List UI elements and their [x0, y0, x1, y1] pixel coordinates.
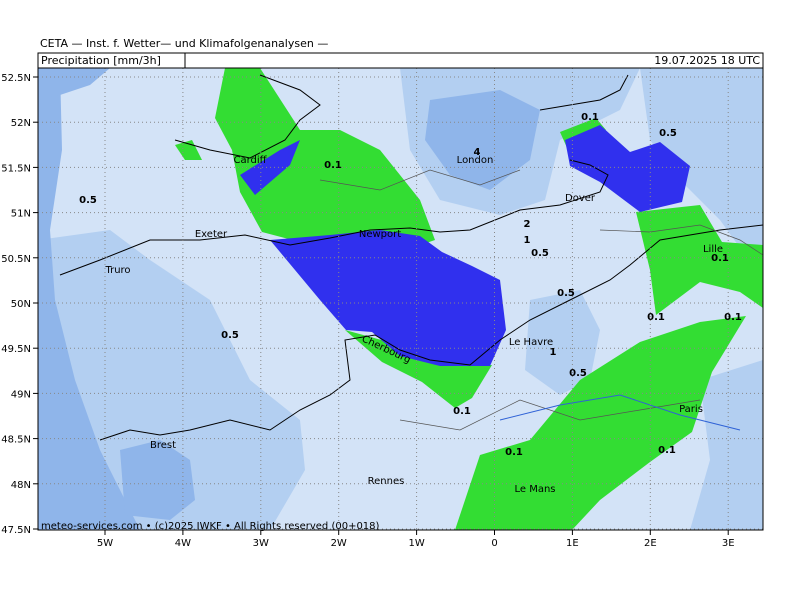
shade-region [525, 290, 600, 395]
precip-field [38, 68, 763, 530]
lon-label: 3E [722, 538, 735, 549]
contour-label: 4 [474, 147, 481, 158]
place-name: Brest [150, 440, 176, 451]
contour-label: 0.5 [79, 195, 97, 206]
precip-green [345, 330, 492, 408]
map-labels: 52.5N 52N 51.5N 51N 50.5N 50N 49.5N 49N 48.5N 48N… [1, 73, 742, 549]
contour-label: 0.1 [581, 112, 599, 123]
lon-label: 2W [331, 538, 347, 549]
place-name: Le Havre [509, 337, 553, 348]
precip-green [455, 316, 746, 530]
contour-label: 0.1 [724, 312, 742, 323]
field-name: Precipitation [mm/3h] [41, 54, 161, 67]
contour-label: 0.1 [711, 253, 729, 264]
place-name: London [457, 155, 494, 166]
precip-green [636, 205, 763, 315]
precip-blue [565, 125, 690, 212]
precip-green [215, 68, 435, 252]
contour-label: 0.1 [324, 160, 342, 171]
contour-label: 0.1 [647, 312, 665, 323]
precip-blue [270, 230, 506, 366]
contour-label: 0.5 [557, 288, 575, 299]
lat-label: 49N [11, 389, 31, 400]
lat-label: 51N [11, 209, 31, 220]
credit: meteo-services.com • (c)2025 IWKF • All … [41, 521, 380, 532]
lon-label: 5W [97, 538, 113, 549]
lat-label: 52N [11, 118, 31, 129]
coastline [99, 224, 763, 441]
shade-region [640, 68, 763, 280]
place-name: Dover [565, 193, 596, 204]
contour-label: 2 [524, 219, 531, 230]
lon-label: 1E [566, 538, 579, 549]
lon-label: 0 [491, 538, 497, 549]
header-title: CETA — Inst. f. Wetter— und Klimafolgena… [40, 37, 328, 50]
precip-green [175, 140, 202, 160]
place-name: Newport [359, 229, 401, 240]
river [499, 394, 741, 431]
shade-region [120, 440, 195, 520]
frame [37, 52, 764, 531]
contour-label: 0.1 [505, 447, 523, 458]
contour-label: 0.5 [221, 330, 239, 341]
lon-label: 4W [175, 538, 191, 549]
contour-label: 1 [550, 347, 557, 358]
lon-label: 3W [253, 538, 269, 549]
lat-label: 50.5N [1, 254, 31, 265]
graticule [38, 68, 763, 530]
place-name: Rennes [368, 476, 405, 487]
border-line [319, 169, 521, 191]
lat-label: 52.5N [1, 73, 31, 84]
place-name: Le Mans [514, 484, 555, 495]
contour-label: 0.5 [531, 248, 549, 259]
place-name: Lille [703, 244, 723, 255]
contour-label: 0.5 [659, 128, 677, 139]
contour-label: 0.1 [453, 406, 471, 417]
contour-label: 0.1 [658, 445, 676, 456]
shade-region [38, 68, 110, 100]
lat-label: 49.5N [1, 344, 31, 355]
place-name: Cardiff [233, 155, 267, 166]
coastline [539, 74, 629, 111]
lat-label: 50N [11, 299, 31, 310]
contour-label: 1 [524, 235, 531, 246]
lon-label: 1W [408, 538, 424, 549]
border-line [599, 224, 763, 256]
lon-label: 2E [644, 538, 657, 549]
place-name: Truro [104, 265, 130, 276]
lat-label: 48N [11, 480, 31, 491]
shade-region [38, 68, 140, 530]
lat-label: 47.5N [1, 525, 31, 536]
place-name: Exeter [195, 229, 228, 240]
lat-label: 51.5N [1, 163, 31, 174]
lat-label: 48.5N [1, 435, 31, 446]
contour-label: 0.5 [569, 368, 587, 379]
shade-region [690, 360, 763, 530]
coastline [174, 74, 321, 159]
shade-region [425, 90, 540, 190]
place-name: Paris [679, 404, 703, 415]
valid-time: 19.07.2025 18 UTC [654, 54, 760, 67]
